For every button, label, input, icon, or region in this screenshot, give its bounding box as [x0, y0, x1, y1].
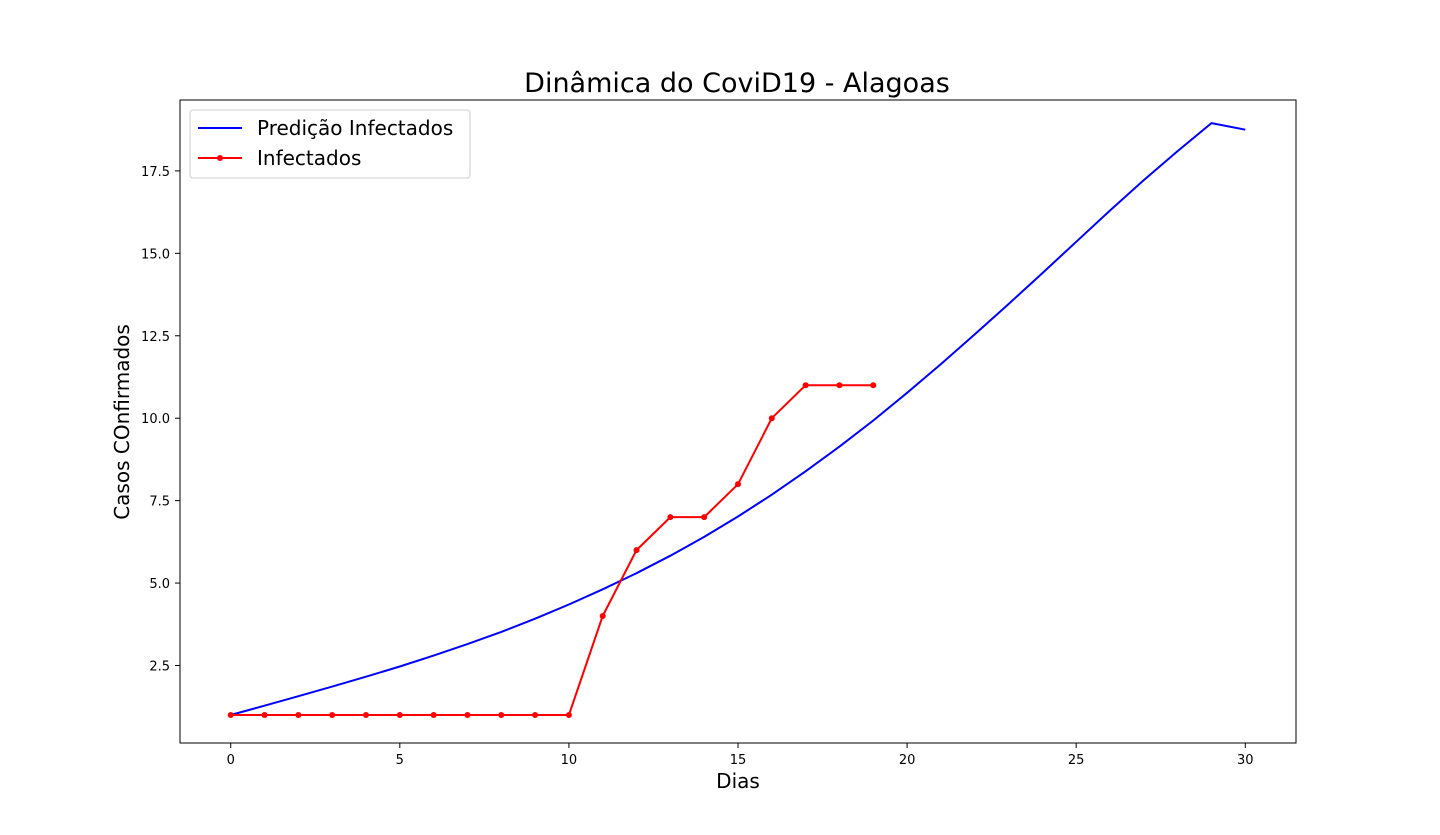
x-tick-label: 25: [1068, 753, 1085, 768]
y-tick-label: 2.5: [149, 660, 170, 675]
x-tick-label: 5: [396, 753, 404, 768]
legend: Predição Infectados Infectados: [189, 109, 471, 179]
y-axis: 2.5 5.0 7.5 10.0 12.5 15.0 17.5: [141, 165, 180, 675]
data-point-infected: [633, 547, 640, 554]
data-point-infected: [836, 382, 843, 389]
data-point-infected: [363, 711, 369, 718]
data-point-infected: [464, 711, 471, 718]
y-tick-label: 10.0: [141, 412, 170, 427]
x-tick-label: 15: [730, 753, 747, 768]
plot-area: [227, 122, 1246, 718]
y-axis-label: Casos COnfirmados: [110, 324, 134, 520]
x-tick-label: 30: [1237, 753, 1254, 768]
x-tick-label: 10: [561, 753, 578, 768]
series-line-prediction: [230, 122, 1246, 716]
legend-box: [189, 109, 471, 179]
y-tick-label: 12.5: [141, 330, 170, 345]
data-point-infected: [295, 711, 302, 718]
data-point-infected: [701, 514, 708, 521]
legend-label-prediction: Predição Infectados: [257, 116, 453, 140]
axes-frame: [179, 99, 1297, 744]
data-point-infected: [599, 613, 606, 620]
data-point-infected: [396, 711, 403, 718]
x-axis: 0 5 10 15 20 25 30: [227, 743, 1254, 768]
data-point-infected: [261, 711, 268, 718]
data-point-infected: [735, 481, 741, 488]
x-axis-label: Dias: [716, 769, 760, 793]
x-tick-label: 20: [899, 753, 916, 768]
data-point-infected: [802, 382, 809, 389]
data-point-infected: [227, 711, 234, 718]
data-point-infected: [532, 711, 539, 718]
data-point-infected: [329, 711, 336, 718]
y-tick-label: 7.5: [149, 495, 170, 510]
data-point-infected: [565, 711, 572, 718]
legend-marker-infected: [217, 155, 223, 161]
legend-label-infected: Infectados: [257, 146, 361, 170]
data-point-infected: [430, 711, 437, 718]
data-point-infected: [498, 711, 505, 718]
data-point-infected: [768, 415, 775, 422]
data-point-infected: [870, 382, 877, 389]
data-point-infected: [667, 514, 674, 521]
chart-title: Dinâmica do CoviD19 - Alagoas: [524, 68, 950, 99]
series-line-infected: [230, 384, 874, 716]
x-tick-label: 0: [227, 753, 235, 768]
y-tick-label: 5.0: [149, 577, 170, 592]
y-tick-label: 15.0: [141, 247, 170, 262]
y-tick-label: 17.5: [141, 165, 170, 180]
